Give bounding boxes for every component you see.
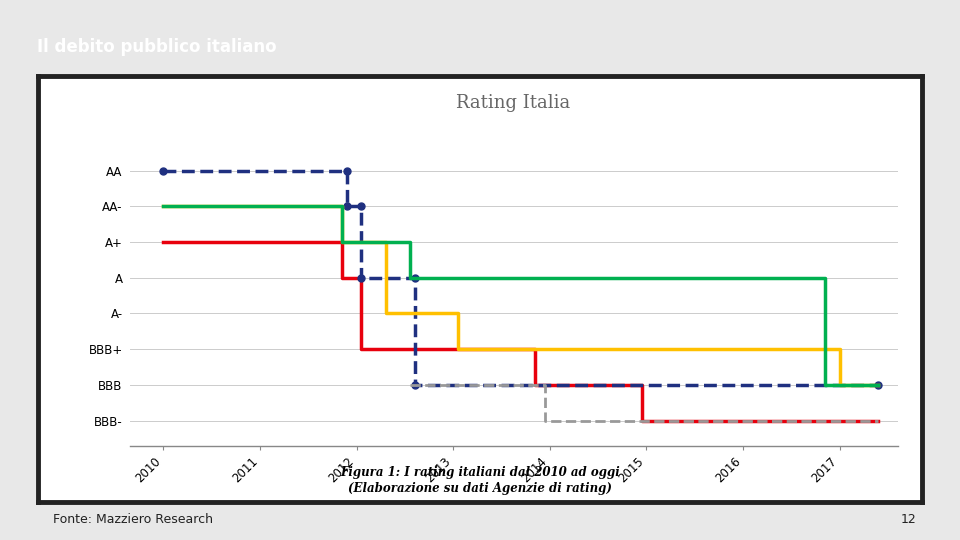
Text: Fonte: Mazziero Research: Fonte: Mazziero Research	[53, 513, 213, 526]
Text: Rating Italia: Rating Italia	[456, 93, 571, 112]
Text: 12: 12	[901, 513, 917, 526]
Text: Il debito pubblico italiano: Il debito pubblico italiano	[37, 38, 276, 56]
Text: Figura 1: I rating italiani dal 2010 ad oggi: Figura 1: I rating italiani dal 2010 ad …	[340, 466, 620, 479]
Text: (Elaborazione su dati Agenzie di rating): (Elaborazione su dati Agenzie di rating)	[348, 482, 612, 495]
